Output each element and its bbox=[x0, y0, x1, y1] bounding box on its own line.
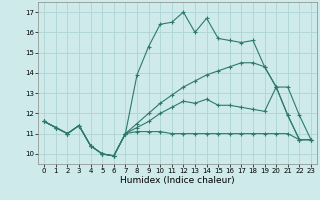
X-axis label: Humidex (Indice chaleur): Humidex (Indice chaleur) bbox=[120, 176, 235, 185]
